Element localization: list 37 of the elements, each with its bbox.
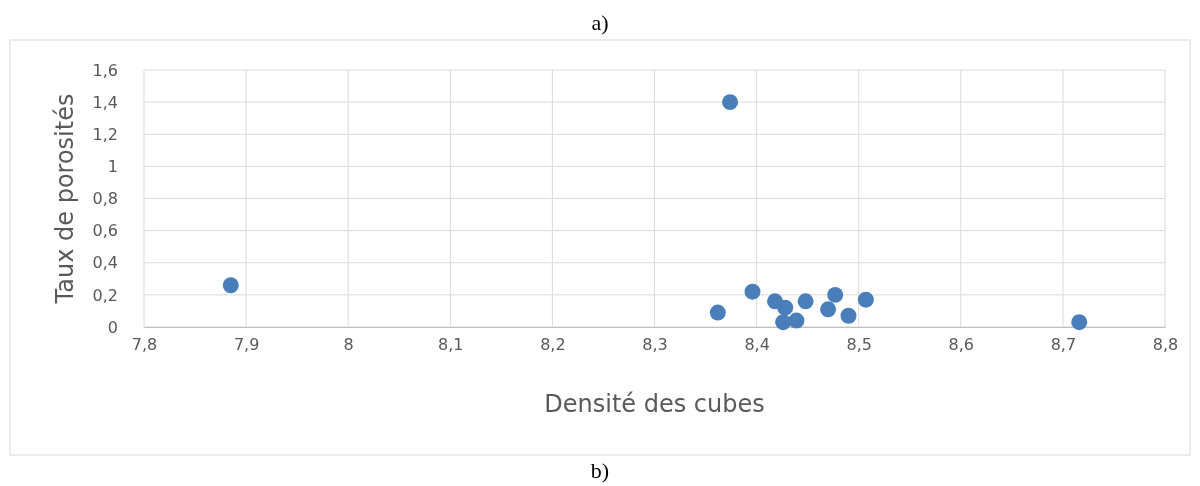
point [820, 301, 837, 318]
x-tick-label: 8,7 [1050, 335, 1077, 355]
y-tick-label: 1,6 [92, 60, 118, 80]
point [222, 277, 239, 294]
y-tick-label: 0,8 [92, 189, 118, 209]
x-tick-label: 8,5 [846, 335, 872, 355]
y-tick-label: 1,4 [92, 92, 118, 112]
x-tick-label: 8,6 [948, 335, 975, 355]
x-tick-label: 8,3 [642, 335, 668, 355]
point [1071, 314, 1088, 331]
y-axis-title: Taux de porosités [51, 93, 79, 305]
x-tick-label: 8,8 [1152, 335, 1179, 355]
y-tick-label: 0,2 [92, 285, 118, 305]
y-tick-label: 0,6 [92, 221, 118, 241]
point [788, 312, 805, 329]
point [722, 94, 739, 111]
y-tick-label: 0,4 [92, 253, 118, 273]
x-tick-label: 8 [343, 335, 354, 355]
point [840, 307, 857, 324]
point [827, 286, 844, 303]
text: a) [591, 10, 609, 35]
x-tick-label: 8,2 [540, 335, 566, 355]
point [857, 291, 874, 308]
point [744, 283, 761, 300]
x-tick-label: 8,4 [744, 335, 770, 355]
y-tick-label: 1 [107, 156, 118, 176]
x-tick-label: 7,9 [233, 335, 260, 355]
point [797, 293, 814, 310]
x-tick-label: 8,1 [438, 335, 464, 355]
point [709, 304, 726, 321]
text: b) [590, 458, 610, 483]
y-tick-label: 0 [107, 317, 118, 337]
x-axis-title: Densité des cubes [544, 390, 765, 418]
x-tick-label: 7,8 [131, 335, 158, 355]
y-tick-label: 1,2 [92, 124, 118, 144]
point [777, 299, 794, 316]
point [775, 314, 792, 331]
